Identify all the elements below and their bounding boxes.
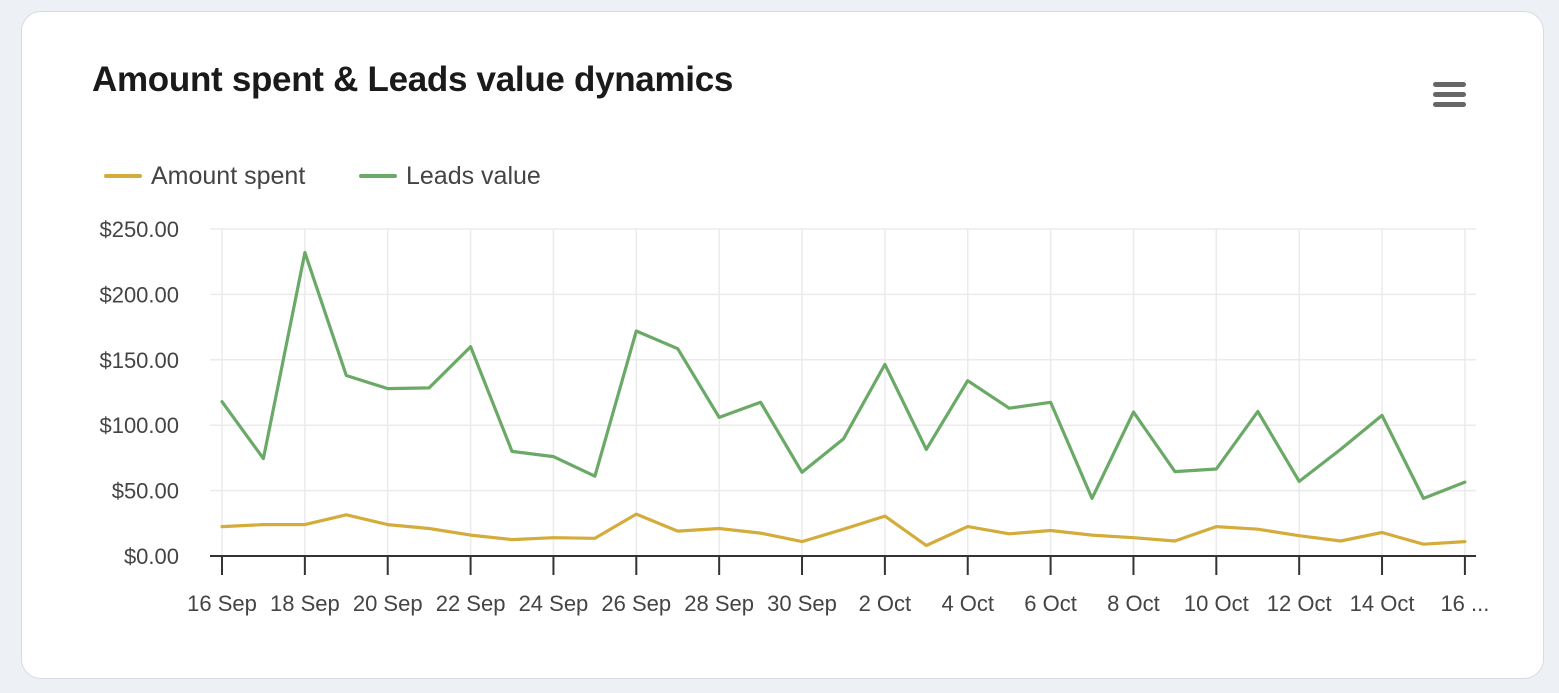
x-tick-label: 18 Sep	[270, 591, 340, 616]
legend: Amount spent Leads value	[104, 162, 541, 190]
y-tick-label: $200.00	[99, 282, 179, 307]
x-tick-label: 12 Oct	[1267, 591, 1332, 616]
x-tick-label: 16 Sep	[187, 591, 257, 616]
x-tick-label: 24 Sep	[519, 591, 589, 616]
x-tick-label: 30 Sep	[767, 591, 837, 616]
y-tick-label: $100.00	[99, 413, 179, 438]
series-line-amount-spent	[220, 512, 1467, 548]
x-tick-label: 8 Oct	[1107, 591, 1160, 616]
legend-label: Amount spent	[151, 162, 305, 190]
series-line-leads-value	[220, 250, 1467, 500]
chart-title: Amount spent & Leads value dynamics	[92, 60, 734, 99]
x-tick-label: 2 Oct	[859, 591, 912, 616]
y-tick-label: $0.00	[124, 544, 179, 569]
x-tick-label: 14 Oct	[1350, 591, 1415, 616]
legend-item[interactable]: Leads value	[359, 162, 541, 190]
x-tick-label: 28 Sep	[684, 591, 754, 616]
x-tick-label: 10 Oct	[1184, 591, 1249, 616]
y-tick-label: $50.00	[112, 479, 179, 504]
hamburger-menu-icon[interactable]	[1432, 82, 1468, 112]
series-lines	[220, 250, 1467, 548]
x-tick-label: 6 Oct	[1024, 591, 1077, 616]
x-tick-label: 22 Sep	[436, 591, 506, 616]
chart-card: Amount spent & Leads value dynamics	[21, 11, 1544, 679]
menu-bar	[1433, 92, 1466, 97]
x-tick-label: 4 Oct	[941, 591, 994, 616]
x-tick-label: 16 ...	[1440, 591, 1489, 616]
menu-bar	[1433, 102, 1466, 107]
x-tick-label: 26 Sep	[601, 591, 671, 616]
y-tick-label: $150.00	[99, 348, 179, 373]
y-tick-label: $250.00	[99, 217, 179, 242]
menu-bar	[1433, 82, 1466, 87]
axes: $0.00 $50.00 $100.00 $150.00 $200.00 $250.00 1…	[99, 217, 1489, 616]
grid-lines	[210, 228, 1476, 556]
x-tick-label: 20 Sep	[353, 591, 423, 616]
legend-item[interactable]: Amount spent	[104, 162, 305, 190]
legend-label: Leads value	[406, 162, 541, 190]
